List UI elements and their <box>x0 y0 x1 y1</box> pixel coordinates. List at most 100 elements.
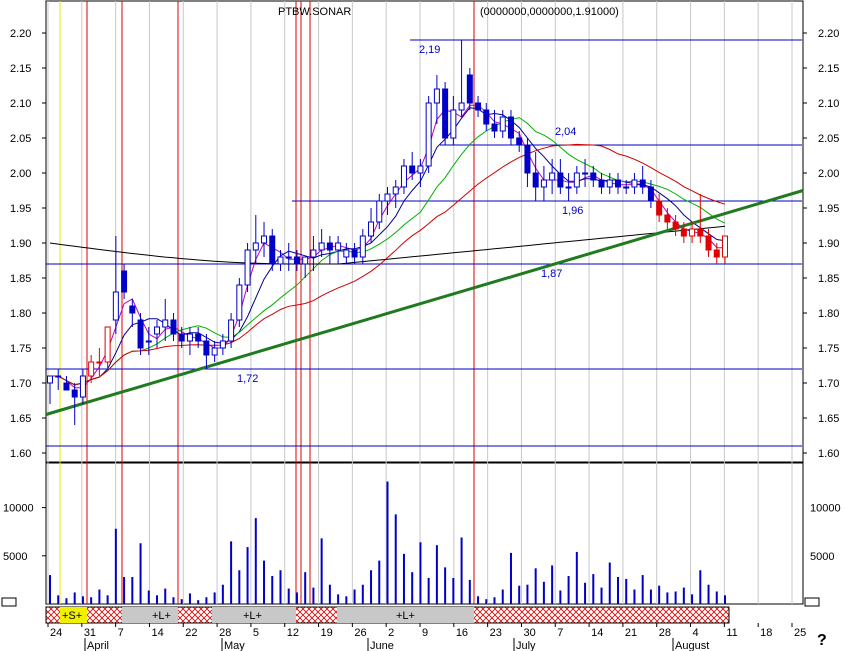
scale-box-right <box>804 597 820 607</box>
candle-body <box>129 305 136 314</box>
volume-tick-label: 5000 <box>3 551 27 563</box>
chart-title: PTBW.SONAR <box>278 6 351 18</box>
candle-body <box>664 214 671 223</box>
candle-body <box>219 340 226 349</box>
ma-medium <box>50 117 726 386</box>
x-tick-label: 25 <box>794 627 806 639</box>
x-tick-label: 4 <box>693 627 699 639</box>
candle-body <box>121 270 128 293</box>
x-tick-label: 12 <box>287 627 299 639</box>
candle-body <box>614 179 621 188</box>
y-tick-label-right: 1.85 <box>818 273 839 285</box>
x-tick-label: 21 <box>625 627 637 639</box>
candle-body <box>112 291 119 321</box>
candle-body <box>557 172 564 188</box>
candle-body <box>565 186 572 189</box>
candle-body <box>433 88 440 104</box>
candle-body <box>252 242 259 251</box>
candle-body <box>318 242 325 251</box>
candle-body <box>88 361 95 377</box>
candle-body <box>170 319 177 335</box>
x-tick-label: 23 <box>490 627 502 639</box>
candle-body <box>540 179 547 188</box>
candle-body <box>689 228 696 237</box>
candle-body <box>178 333 185 342</box>
scale-box-left <box>1 597 17 607</box>
y-tick-label-right: 2.05 <box>818 133 839 145</box>
candle-body <box>310 249 317 258</box>
candle-body <box>203 340 210 356</box>
y-tick-label-right: 1.65 <box>818 413 839 425</box>
x-tick-label: 5 <box>253 627 259 639</box>
candle-body <box>96 361 103 364</box>
y-tick-label-right: 1.95 <box>818 203 839 215</box>
x-tick-label: 2 <box>388 627 394 639</box>
y-tick-label-right: 2.10 <box>818 98 839 110</box>
candle-body <box>335 242 342 251</box>
candle-body <box>376 200 383 223</box>
candle-body <box>697 228 704 237</box>
candle-body <box>55 375 62 378</box>
y-tick-label: 1.70 <box>10 378 31 390</box>
y-tick-label-right: 2.00 <box>818 168 839 180</box>
x-tick-label: 31 <box>84 627 96 639</box>
price-pane-frame <box>45 0 804 463</box>
candle-body <box>71 389 78 398</box>
x-tick-label: 11 <box>726 627 737 639</box>
y-tick-label-right: 1.70 <box>818 378 839 390</box>
y-tick-label: 1.95 <box>10 203 31 215</box>
y-tick-label: 1.80 <box>10 308 31 320</box>
x-tick-label: 28 <box>659 627 671 639</box>
candle-body <box>417 165 424 174</box>
overlay-text: (0000000,0000000,1.91000) <box>480 6 619 18</box>
candles <box>47 40 728 425</box>
candle-body <box>466 74 473 104</box>
y-tick-label-right: 1.80 <box>818 308 839 320</box>
candle-body <box>244 249 251 286</box>
candle-body <box>186 333 193 342</box>
candle-body <box>261 235 268 244</box>
y-tick-label-right: 1.90 <box>818 238 839 250</box>
candle-body <box>656 200 663 216</box>
month-label: May <box>224 640 245 651</box>
x-tick-label: 26 <box>354 627 366 639</box>
x-tick-label: 16 <box>456 627 468 639</box>
price-level-label: 2,19 <box>419 44 440 56</box>
band-long-segment <box>122 607 178 623</box>
ma-longterm <box>49 225 726 265</box>
y-tick-label: 2.00 <box>10 168 31 180</box>
candle-body <box>590 172 597 181</box>
price-level-label: 1,87 <box>541 268 562 280</box>
candle-body <box>672 221 679 230</box>
y-tick-label: 2.20 <box>10 28 31 40</box>
price-level-label: 1,72 <box>237 373 258 385</box>
candle-body <box>475 102 482 111</box>
x-tick-label: 14 <box>591 627 603 639</box>
y-tick-label: 1.90 <box>10 238 31 250</box>
candle-body <box>269 235 276 265</box>
candle-body <box>647 186 654 202</box>
candle-body <box>409 165 416 174</box>
candle-body <box>392 186 399 195</box>
candle-body <box>326 242 333 251</box>
candle-body <box>458 102 465 111</box>
month-label: July <box>516 640 536 651</box>
price-level-label: 1,96 <box>562 205 583 217</box>
x-tick-label: 7 <box>118 627 124 639</box>
x-tick-label: 9 <box>422 627 428 639</box>
candle-body <box>228 319 235 342</box>
y-tick-label: 2.10 <box>10 98 31 110</box>
month-label: April <box>87 640 109 651</box>
candle-body <box>425 102 432 167</box>
ma-long <box>50 143 726 386</box>
month-label: June <box>370 640 394 651</box>
candle-body <box>623 186 630 189</box>
x-tick-label: 24 <box>50 627 62 639</box>
help-icon[interactable]: ? <box>817 632 827 649</box>
y-tick-label: 1.85 <box>10 273 31 285</box>
x-tick-label: 14 <box>151 627 163 639</box>
axes: 2.20 2.20 2.15 2.15 2.10 2.10 2.05 2.05 2.00 2.00… <box>1 28 841 651</box>
candle-body <box>598 179 605 188</box>
candle-body <box>524 144 531 174</box>
candle-body <box>104 326 111 363</box>
